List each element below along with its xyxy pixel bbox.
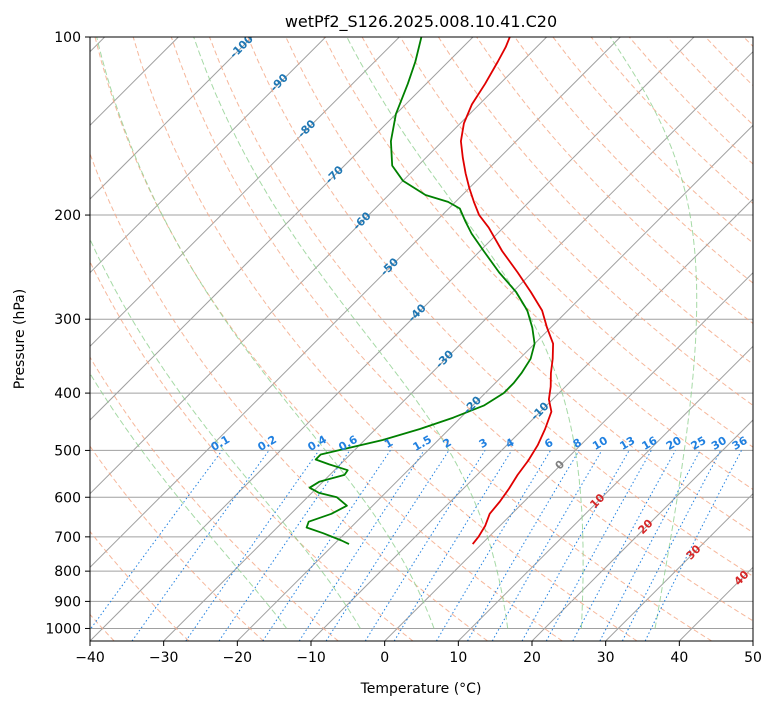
x-tick-label: −30 — [149, 650, 179, 666]
mixing-ratio-line-36 — [644, 450, 742, 641]
y-tick-label: 100 — [54, 30, 81, 46]
temperature-profile — [460, 37, 554, 545]
x-tick-label: 30 — [597, 650, 615, 666]
mixing-ratio-lines — [90, 450, 742, 641]
mixing-ratio-line-30 — [621, 450, 722, 641]
moist-adiabat-15 — [193, 37, 509, 629]
isotherm--70 — [90, 37, 474, 421]
x-tick-label: 20 — [523, 650, 541, 666]
moist-adiabat-25 — [346, 37, 584, 629]
x-axis-label: Temperature (°C) — [360, 681, 482, 697]
dry-adiabat-130 — [514, 37, 753, 284]
isotherm--90 — [90, 37, 327, 274]
chart-title: wetPf2_S126.2025.008.10.41.C20 — [285, 12, 557, 32]
x-tick-label: 10 — [449, 650, 467, 666]
dry-adiabat--30 — [90, 530, 190, 641]
isotherm--60 — [90, 37, 548, 495]
isotherm--50 — [90, 37, 621, 569]
plot-area: -100-90-80-70-60-50-40-30-20 -10010203040… — [90, 37, 753, 641]
y-tick-label: 400 — [54, 386, 81, 402]
mixing-ratio-line-1.5 — [298, 450, 425, 641]
y-axis-ticks: 100 200 300 400 500 600 700 800 900 1000 — [45, 30, 90, 637]
dry-adiabat-100 — [399, 37, 753, 407]
isotherm--20 — [236, 124, 753, 641]
dry-adiabat-60 — [247, 37, 753, 577]
dry-adiabats — [90, 37, 753, 641]
dry-adiabat-20 — [94, 37, 563, 641]
dry-adiabat-80 — [323, 37, 753, 491]
isotherm-0 — [384, 271, 753, 641]
y-tick-label: 800 — [54, 564, 81, 580]
y-tick-label: 1000 — [45, 621, 81, 637]
moist-adiabat-5 — [96, 37, 435, 629]
moist-adiabats — [90, 37, 698, 629]
isotherm--40 — [90, 37, 695, 641]
moist-adiabat--5 — [90, 238, 361, 629]
dry-adiabat-30 — [132, 37, 638, 641]
dry-adiabat--10 — [90, 356, 339, 641]
isotherm-10 — [457, 345, 753, 641]
isotherm-30 — [605, 492, 753, 641]
moist-adiabat--15 — [90, 372, 288, 629]
y-tick-label: 500 — [54, 443, 81, 459]
dry-adiabat-0 — [90, 260, 414, 641]
mixing-ratio-line-20 — [572, 450, 676, 641]
mixing-ratio-line-13 — [521, 450, 630, 641]
x-tick-label: 50 — [744, 650, 762, 666]
isotherm--100 — [90, 37, 253, 200]
y-tick-label: 300 — [54, 312, 81, 328]
mixing-ratio-line-0.2 — [131, 450, 270, 641]
plot-frame — [89, 36, 754, 642]
x-tick-label: 40 — [670, 650, 688, 666]
isobar-gridlines — [90, 37, 753, 629]
isotherm--80 — [90, 37, 400, 348]
mixing-ratio-line-1 — [262, 450, 391, 641]
x-tick-label: −20 — [223, 650, 253, 666]
y-tick-label: 600 — [54, 490, 81, 506]
y-tick-label: 900 — [54, 594, 81, 610]
isotherm-20 — [531, 419, 753, 641]
dry-adiabat-110 — [437, 37, 753, 365]
dry-adiabat-10 — [90, 152, 488, 641]
x-axis-ticks: −40 −30 −20 −10 0 10 20 30 40 50 — [75, 641, 762, 666]
mixing-ratio-line-4 — [393, 450, 513, 641]
dry-adiabat-50 — [209, 37, 753, 622]
x-tick-label: −10 — [296, 650, 326, 666]
mixing-ratio-line-0.4 — [185, 450, 320, 641]
dry-adiabat--20 — [90, 445, 264, 641]
sounding-series — [305, 37, 554, 545]
y-tick-label: 200 — [54, 208, 81, 224]
moist-adiabat-35 — [609, 37, 698, 629]
y-axis-label: Pressure (hPa) — [12, 289, 28, 389]
dewpoint-profile — [305, 37, 536, 545]
mixing-ratio-line-16 — [545, 450, 652, 641]
mixing-ratio-line-0.1 — [90, 450, 223, 631]
x-tick-label: −40 — [75, 650, 105, 666]
y-tick-label: 700 — [54, 530, 81, 546]
mixing-ratio-line-2 — [325, 450, 450, 641]
mixing-ratio-line-0.6 — [218, 450, 351, 641]
x-tick-label: 0 — [380, 650, 389, 666]
dry-adiabat-40 — [170, 37, 712, 641]
